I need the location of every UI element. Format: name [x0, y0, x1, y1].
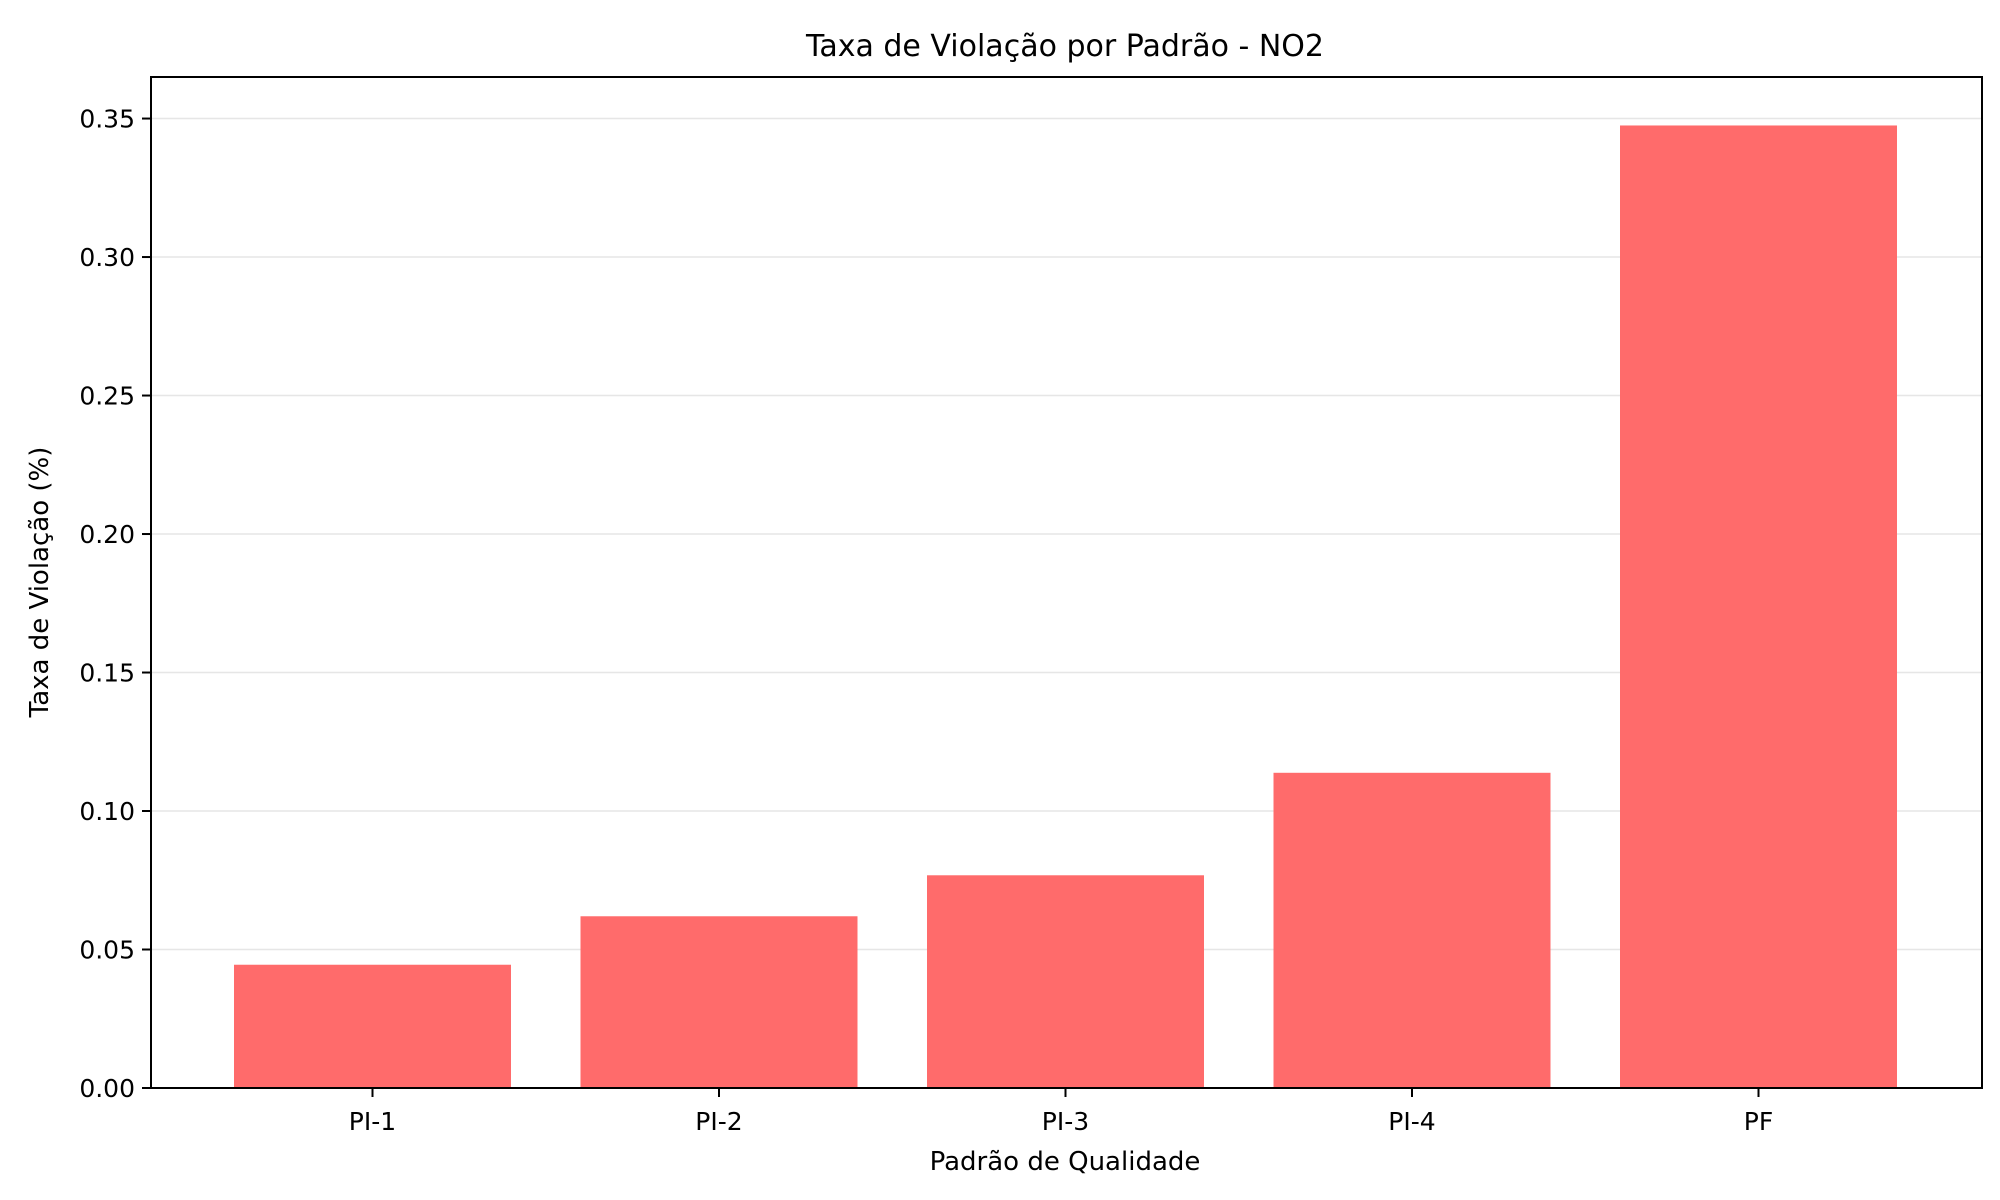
bar-pi-2	[580, 916, 858, 1088]
y-tick-label: 0.15	[79, 659, 135, 688]
y-tick-label: 0.30	[79, 243, 135, 272]
bar-pi-3	[927, 875, 1204, 1088]
y-tick-label: 0.00	[79, 1074, 135, 1103]
y-tick-label: 0.25	[79, 382, 135, 411]
y-axis-label: Taxa de Violação (%)	[25, 447, 55, 719]
chart-title: Taxa de Violação por Padrão - NO2	[805, 29, 1324, 64]
y-tick-label: 0.10	[79, 797, 135, 826]
y-tick-label: 0.05	[79, 936, 135, 965]
x-tick-label: PI-1	[349, 1107, 396, 1136]
bar-pi-1	[234, 964, 511, 1088]
x-tick-label: PF	[1744, 1107, 1773, 1136]
x-tick-label: PI-2	[695, 1107, 742, 1136]
bars	[234, 125, 1897, 1089]
bar-pi-4	[1273, 772, 1551, 1088]
y-axis-ticks: 0.00 0.05 0.10 0.15 0.20 0.25 0.30 0.35	[79, 105, 151, 1103]
y-tick-label: 0.35	[79, 105, 135, 134]
x-axis-ticks: PI-1 PI-2 PI-3 PI-4 PF	[349, 1088, 1773, 1136]
x-tick-label: PI-4	[1388, 1107, 1435, 1136]
bar-pf	[1620, 125, 1897, 1089]
y-tick-label: 0.20	[79, 520, 135, 549]
grid-lines	[151, 117, 1982, 951]
x-axis-label: Padrão de Qualidade	[930, 1147, 1201, 1177]
x-tick-label: PI-3	[1042, 1107, 1089, 1136]
